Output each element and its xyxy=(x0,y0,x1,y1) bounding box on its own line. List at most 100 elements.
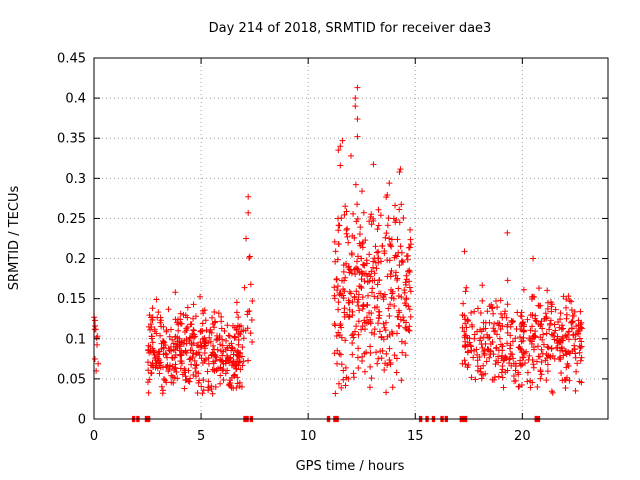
data-point xyxy=(190,315,197,322)
data-point xyxy=(212,318,219,325)
data-point xyxy=(576,349,583,356)
data-point xyxy=(476,337,483,344)
data-point xyxy=(220,377,227,384)
data-point xyxy=(531,293,538,300)
data-point xyxy=(335,329,342,336)
data-point xyxy=(402,324,409,331)
data-point xyxy=(225,332,232,339)
data-point xyxy=(345,297,352,304)
data-point xyxy=(347,290,354,297)
data-point xyxy=(576,335,583,342)
data-point xyxy=(573,323,580,330)
data-point xyxy=(213,367,220,374)
y-tick-label: 0 xyxy=(78,413,86,428)
data-point xyxy=(507,350,514,357)
plot-frame xyxy=(93,57,609,420)
data-point xyxy=(486,354,493,361)
data-point xyxy=(374,249,381,256)
data-point xyxy=(464,316,471,323)
data-point xyxy=(380,336,387,343)
data-point xyxy=(212,358,219,365)
data-point xyxy=(359,323,366,330)
data-point xyxy=(361,326,368,333)
data-point xyxy=(377,348,384,355)
data-point xyxy=(578,338,585,345)
data-point xyxy=(406,323,413,330)
data-point xyxy=(340,295,347,302)
data-point xyxy=(335,147,342,154)
data-point xyxy=(527,327,534,334)
data-point-notable xyxy=(337,162,344,169)
data-point xyxy=(222,346,229,353)
data-point xyxy=(519,361,526,368)
data-point xyxy=(546,326,553,333)
data-point xyxy=(479,282,486,289)
data-point xyxy=(507,323,514,330)
data-point xyxy=(496,335,503,342)
data-point xyxy=(375,320,382,327)
data-point xyxy=(532,328,539,335)
data-point xyxy=(169,363,176,370)
y-tick-label: 0.4 xyxy=(65,92,86,107)
data-point xyxy=(530,364,537,371)
data-point xyxy=(172,351,179,358)
data-point-notable xyxy=(352,95,359,102)
data-point xyxy=(169,336,176,343)
data-point xyxy=(544,343,551,350)
data-point xyxy=(94,341,101,348)
data-point xyxy=(331,284,338,291)
grid-layer xyxy=(94,58,608,419)
data-point xyxy=(148,314,155,321)
data-point xyxy=(392,252,399,259)
data-point xyxy=(535,302,542,309)
data-point xyxy=(162,377,169,384)
data-point xyxy=(393,369,400,376)
data-point xyxy=(160,364,167,371)
data-point xyxy=(531,346,538,353)
data-point xyxy=(578,319,585,326)
data-point xyxy=(385,215,392,222)
data-point xyxy=(148,370,155,377)
data-point xyxy=(371,270,378,277)
data-point xyxy=(355,345,362,352)
data-point-notable xyxy=(243,235,250,242)
data-point xyxy=(213,354,220,361)
data-point xyxy=(343,260,350,267)
data-point xyxy=(480,362,487,369)
data-point xyxy=(497,310,504,317)
data-point xyxy=(240,335,247,342)
data-point xyxy=(402,352,409,359)
data-point xyxy=(356,231,363,238)
data-point xyxy=(401,289,408,296)
data-point xyxy=(354,354,361,361)
data-point xyxy=(468,347,475,354)
data-point xyxy=(556,354,563,361)
data-point xyxy=(371,304,378,311)
data-point xyxy=(381,291,388,298)
data-point xyxy=(344,225,351,232)
data-point xyxy=(355,318,362,325)
data-point xyxy=(154,365,161,372)
x-tick-label: 0 xyxy=(90,429,98,444)
data-point xyxy=(346,269,353,276)
data-point-notable xyxy=(337,143,344,150)
data-point xyxy=(340,268,347,275)
data-point xyxy=(378,355,385,362)
data-point xyxy=(233,326,240,333)
data-point xyxy=(210,366,217,373)
data-point xyxy=(374,226,381,233)
data-point xyxy=(231,371,238,378)
data-point xyxy=(351,293,358,300)
data-point xyxy=(390,295,397,302)
data-point xyxy=(467,342,474,349)
data-point xyxy=(199,320,206,327)
data-point xyxy=(563,296,570,303)
data-point xyxy=(374,360,381,367)
data-point xyxy=(372,243,379,250)
data-point xyxy=(190,371,197,378)
data-point xyxy=(535,353,542,360)
data-point xyxy=(551,330,558,337)
data-point xyxy=(565,328,572,335)
y-tick-label: 0.25 xyxy=(57,212,86,227)
data-point xyxy=(169,374,176,381)
